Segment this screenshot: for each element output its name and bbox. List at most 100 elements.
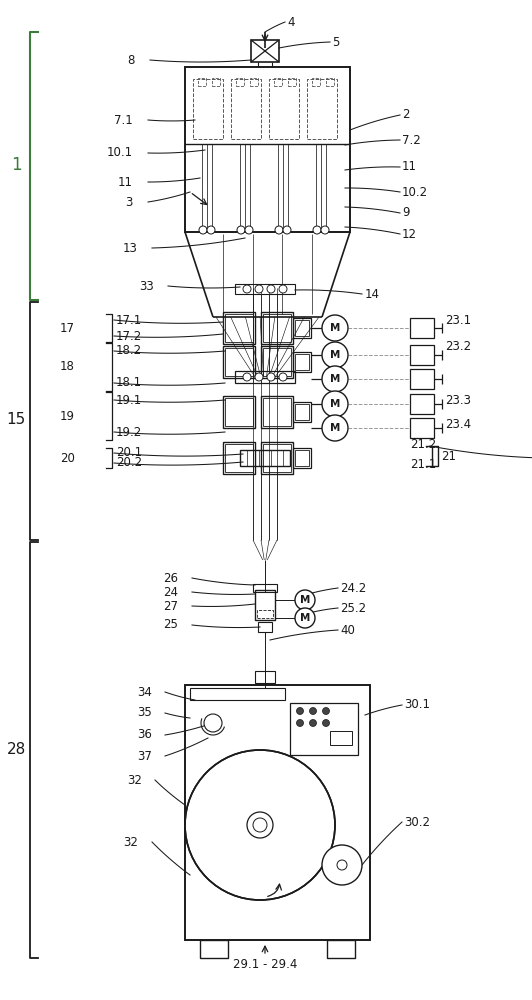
Bar bbox=[263, 314, 291, 342]
Text: 29.1 - 29.4: 29.1 - 29.4 bbox=[233, 958, 297, 972]
Circle shape bbox=[322, 708, 329, 714]
Text: 26: 26 bbox=[163, 572, 178, 584]
Bar bbox=[312, 78, 320, 86]
Text: 23.4: 23.4 bbox=[445, 418, 471, 432]
Circle shape bbox=[267, 285, 275, 293]
Text: 14: 14 bbox=[365, 288, 380, 300]
Text: 35: 35 bbox=[137, 706, 152, 720]
Circle shape bbox=[322, 366, 348, 392]
Text: 32: 32 bbox=[123, 836, 138, 848]
Text: 40: 40 bbox=[340, 624, 355, 637]
Circle shape bbox=[204, 714, 222, 732]
Bar bbox=[293, 402, 311, 422]
Text: 24: 24 bbox=[163, 585, 178, 598]
Bar bbox=[200, 940, 228, 958]
Text: 9: 9 bbox=[402, 207, 410, 220]
Bar bbox=[212, 78, 220, 86]
Circle shape bbox=[295, 608, 315, 628]
Bar bbox=[295, 354, 309, 370]
Text: 2: 2 bbox=[402, 108, 410, 121]
Text: 4: 4 bbox=[287, 15, 295, 28]
Circle shape bbox=[279, 285, 287, 293]
Bar bbox=[250, 78, 258, 86]
Circle shape bbox=[313, 226, 321, 234]
Bar bbox=[293, 318, 311, 338]
Text: 17: 17 bbox=[60, 322, 75, 334]
Circle shape bbox=[322, 720, 329, 726]
Bar bbox=[193, 79, 223, 139]
Text: M: M bbox=[330, 374, 340, 384]
Bar bbox=[274, 78, 282, 86]
Text: 10.2: 10.2 bbox=[402, 186, 428, 198]
Bar bbox=[225, 444, 253, 472]
Circle shape bbox=[337, 860, 347, 870]
Bar bbox=[255, 590, 275, 620]
Text: 25.2: 25.2 bbox=[340, 601, 366, 614]
Text: 17.1: 17.1 bbox=[116, 314, 142, 326]
Circle shape bbox=[207, 226, 215, 234]
Bar bbox=[253, 584, 277, 592]
Text: 27: 27 bbox=[163, 599, 178, 612]
Text: 11: 11 bbox=[402, 160, 417, 174]
Bar bbox=[185, 67, 350, 232]
Text: 18.1: 18.1 bbox=[116, 376, 142, 389]
Circle shape bbox=[199, 226, 207, 234]
Text: 21: 21 bbox=[441, 450, 456, 462]
Bar bbox=[223, 396, 255, 428]
Bar bbox=[327, 940, 355, 958]
Text: 12: 12 bbox=[402, 228, 417, 240]
Text: 20: 20 bbox=[60, 452, 75, 464]
Circle shape bbox=[322, 391, 348, 417]
Bar bbox=[223, 442, 255, 474]
Bar bbox=[410, 418, 434, 438]
Bar bbox=[295, 450, 309, 466]
Circle shape bbox=[295, 590, 315, 610]
Bar bbox=[235, 284, 295, 294]
Text: 28: 28 bbox=[6, 742, 26, 758]
Bar bbox=[326, 78, 334, 86]
Bar bbox=[269, 79, 299, 139]
Circle shape bbox=[296, 720, 303, 726]
Text: 25: 25 bbox=[163, 618, 178, 632]
Circle shape bbox=[245, 226, 253, 234]
Circle shape bbox=[310, 708, 317, 714]
Text: M: M bbox=[300, 613, 310, 623]
Text: 7.1: 7.1 bbox=[114, 113, 133, 126]
Text: 17.2: 17.2 bbox=[116, 330, 142, 342]
Text: 20.2: 20.2 bbox=[116, 456, 142, 470]
Bar bbox=[235, 371, 295, 383]
Bar bbox=[240, 450, 290, 466]
Text: 11: 11 bbox=[118, 176, 133, 188]
Bar bbox=[198, 78, 206, 86]
Bar bbox=[190, 688, 285, 700]
Text: 33: 33 bbox=[139, 279, 154, 292]
Bar bbox=[261, 442, 293, 474]
Text: 3: 3 bbox=[126, 196, 133, 209]
Text: 20.1: 20.1 bbox=[116, 446, 142, 460]
Circle shape bbox=[237, 226, 245, 234]
Bar bbox=[185, 685, 370, 940]
Bar bbox=[295, 404, 309, 420]
Bar bbox=[410, 318, 434, 338]
Text: 23.1: 23.1 bbox=[445, 314, 471, 326]
Circle shape bbox=[267, 373, 275, 381]
Text: 7.2: 7.2 bbox=[402, 133, 421, 146]
Circle shape bbox=[296, 708, 303, 714]
Bar bbox=[330, 731, 352, 745]
Circle shape bbox=[310, 720, 317, 726]
Bar bbox=[293, 448, 311, 468]
Circle shape bbox=[255, 285, 263, 293]
Bar bbox=[295, 320, 309, 336]
Text: 21.1: 21.1 bbox=[410, 458, 436, 471]
Text: 34: 34 bbox=[137, 686, 152, 698]
Text: 24.2: 24.2 bbox=[340, 582, 366, 594]
Text: M: M bbox=[330, 323, 340, 333]
Text: 19: 19 bbox=[60, 410, 75, 422]
Bar bbox=[290, 703, 358, 755]
Text: 21.2: 21.2 bbox=[410, 438, 436, 450]
Circle shape bbox=[322, 315, 348, 341]
Text: 13: 13 bbox=[123, 241, 138, 254]
Bar bbox=[225, 398, 253, 426]
Text: 15: 15 bbox=[6, 412, 26, 428]
Circle shape bbox=[253, 818, 267, 832]
